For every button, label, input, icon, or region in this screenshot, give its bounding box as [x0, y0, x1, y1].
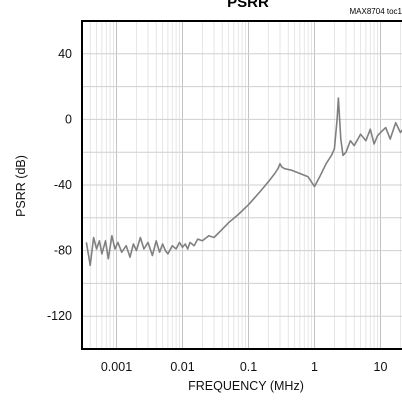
grid	[81, 21, 402, 349]
x-tick-label: 10	[374, 360, 388, 374]
figure-id: MAX8704 toc1	[350, 7, 402, 16]
x-tick-labels: 0.001 0.01 0.1 1 10	[101, 360, 388, 374]
y-tick-label: 40	[58, 47, 72, 61]
psrr-series-line	[85, 97, 402, 267]
y-tick-label: 0	[65, 112, 72, 126]
plot-frame	[81, 20, 402, 350]
series-layer	[85, 97, 402, 267]
y-tick-labels: 40 0 -40 -80 -120	[47, 47, 72, 323]
chart-title: PSRR	[227, 0, 269, 11]
x-axis-label: FREQUENCY (MHz)	[188, 379, 304, 393]
y-axis-label: PSRR (dB)	[14, 155, 28, 217]
x-tick-label: 1	[311, 360, 318, 374]
x-tick-label: 0.01	[170, 360, 194, 374]
y-tick-label: -120	[47, 309, 72, 323]
y-tick-label: -40	[54, 178, 72, 192]
x-tick-label: 0.001	[101, 360, 132, 374]
y-tick-label: -80	[54, 244, 72, 258]
x-tick-label: 0.1	[240, 360, 257, 374]
